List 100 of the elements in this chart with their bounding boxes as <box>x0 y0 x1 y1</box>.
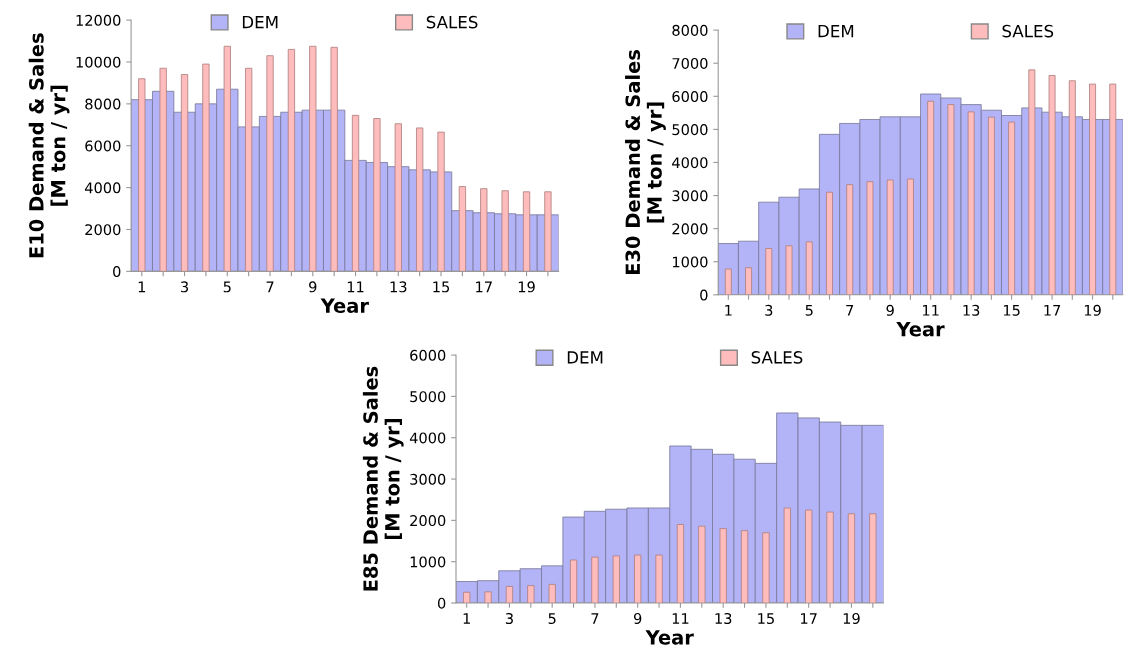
bar <box>505 586 514 603</box>
legend-label: DEM <box>818 24 854 38</box>
legend-label: SALES <box>426 15 478 29</box>
x-axis-title: Year <box>645 630 694 645</box>
bar <box>612 555 620 603</box>
y-axis-title: E85 Demand & Sales [M ton / yr] <box>362 366 404 591</box>
y-tick-label: 2000 <box>672 223 708 235</box>
bar <box>805 509 813 603</box>
x-tick-label: 9 <box>886 304 894 316</box>
bar <box>484 591 492 603</box>
bar <box>655 554 663 603</box>
x-tick-label: 1 <box>463 613 470 624</box>
bar <box>1089 83 1096 295</box>
y-tick-label: 2000 <box>85 224 121 236</box>
bar <box>373 118 381 272</box>
bar <box>522 191 531 272</box>
x-tick-label: 9 <box>309 281 317 293</box>
y-axis-title: E30 Demand & Sales [M ton / yr] <box>625 50 666 274</box>
bar <box>138 78 146 272</box>
y-tick-label: 6000 <box>410 349 446 361</box>
bar <box>591 556 599 603</box>
y-tick-label: 1000 <box>410 556 446 568</box>
x-tick-label: 7 <box>846 304 854 316</box>
bar <box>309 45 317 272</box>
x-axis-title: Year <box>320 298 369 314</box>
x-tick-label: 15 <box>758 613 774 625</box>
y-tick-label: 7000 <box>672 57 708 69</box>
bar <box>569 559 578 603</box>
bar <box>245 67 253 272</box>
bar <box>1109 83 1117 295</box>
legend-label: SALES <box>1002 24 1054 38</box>
x-tick-label: 7 <box>591 613 599 624</box>
y-tick-label: 8000 <box>672 24 708 36</box>
y-tick-label: 3000 <box>672 190 708 202</box>
bar <box>698 525 706 603</box>
x-tick-label: 5 <box>548 613 556 625</box>
bar <box>1068 80 1076 295</box>
bar <box>866 181 874 295</box>
bar <box>287 48 296 272</box>
x-tick-label: 13 <box>963 304 980 316</box>
x-tick-label: 17 <box>801 613 817 624</box>
y-tick-label: 4000 <box>672 157 708 169</box>
x-tick-label: 11 <box>922 304 939 316</box>
y-tick-label: 0 <box>113 266 121 278</box>
x-tick-label: 19 <box>843 612 860 625</box>
bar <box>869 513 877 603</box>
x-tick-label: 11 <box>672 613 689 624</box>
x-tick-label: 1 <box>725 304 732 316</box>
x-tick-label: 19 <box>518 281 535 293</box>
bar <box>437 131 445 272</box>
x-tick-label: 11 <box>347 281 364 293</box>
bar <box>785 245 793 295</box>
bar <box>740 530 749 603</box>
x-tick-label: 5 <box>805 304 813 316</box>
y-tick-label: 0 <box>700 289 708 301</box>
y-tick-label: 5000 <box>410 391 446 403</box>
bar <box>847 513 856 603</box>
bar <box>805 241 813 295</box>
bar <box>548 583 556 603</box>
bar <box>719 528 727 603</box>
x-tick-label: 3 <box>505 612 513 625</box>
x-tick-label: 13 <box>715 612 732 625</box>
y-tick-label: 5000 <box>672 124 708 136</box>
bar <box>634 554 642 603</box>
bar <box>480 188 488 272</box>
bar <box>724 268 732 295</box>
bar <box>416 127 424 272</box>
bar <box>463 591 471 603</box>
x-tick-label: 13 <box>390 281 407 293</box>
x-axis-title: Year <box>896 322 945 337</box>
x-tick-label: 3 <box>765 304 773 316</box>
y-tick-label: 8000 <box>85 98 121 110</box>
legend-label: DEM <box>242 16 278 29</box>
y-tick-label: 3000 <box>410 473 446 485</box>
x-tick-label: 15 <box>433 281 450 293</box>
x-tick-label: 5 <box>223 281 231 293</box>
bar <box>330 46 338 272</box>
bar <box>527 585 535 603</box>
x-tick-label: 3 <box>181 281 189 293</box>
bar <box>159 67 167 272</box>
x-tick-label: 9 <box>633 612 642 625</box>
bar <box>180 74 189 272</box>
bar <box>223 45 231 272</box>
bar <box>826 511 834 603</box>
y-axis-title: E10 Demand & Sales [M ton / yr] <box>28 33 70 258</box>
x-tick-label: 17 <box>1044 304 1061 316</box>
bar <box>458 186 467 272</box>
bar <box>394 123 402 272</box>
y-tick-label: 10000 <box>76 56 121 68</box>
y-tick-label: 1000 <box>672 256 708 268</box>
bar <box>266 55 274 272</box>
x-tick-label: 19 <box>1084 304 1101 316</box>
bar <box>676 524 685 603</box>
x-tick-label: 15 <box>1003 304 1020 316</box>
y-tick-label: 4000 <box>409 432 446 444</box>
bar <box>886 179 894 295</box>
y-tick-label: 0 <box>437 597 446 609</box>
legend-label: DEM <box>567 351 603 364</box>
bar <box>202 63 210 272</box>
y-tick-label: 6000 <box>85 140 121 152</box>
